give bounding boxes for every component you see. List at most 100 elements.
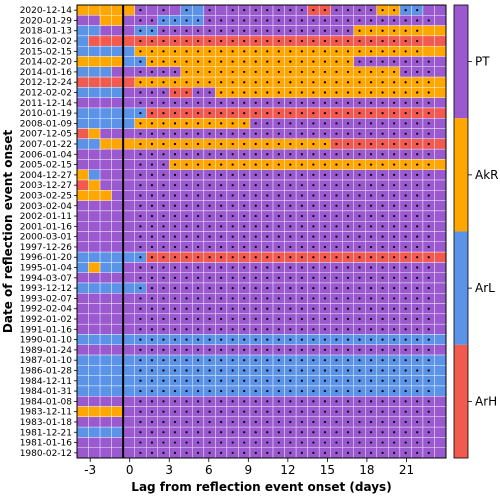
significance-dot xyxy=(231,225,234,228)
significance-dot xyxy=(196,256,200,259)
significance-dot xyxy=(220,214,223,218)
significance-dot xyxy=(312,328,315,331)
significance-dot xyxy=(404,142,407,146)
heatmap-cell xyxy=(99,4,112,16)
significance-dot xyxy=(150,359,154,362)
heatmap-cell xyxy=(88,416,101,428)
heatmap-cell xyxy=(111,25,124,37)
heatmap-cell xyxy=(434,385,447,397)
significance-dot xyxy=(404,276,407,279)
significance-dot xyxy=(346,431,350,434)
significance-dot xyxy=(243,235,246,238)
significance-dot xyxy=(139,204,142,207)
significance-dot xyxy=(254,431,257,434)
significance-dot xyxy=(220,70,223,74)
significance-dot xyxy=(381,225,384,228)
significance-dot xyxy=(404,204,407,207)
heatmap-cell xyxy=(434,25,447,37)
significance-dot xyxy=(277,379,280,382)
significance-dot xyxy=(231,39,234,43)
significance-dot xyxy=(254,81,257,84)
significance-dot xyxy=(289,245,292,249)
significance-dot xyxy=(150,420,154,424)
significance-dot xyxy=(369,451,373,454)
significance-dot xyxy=(381,369,384,372)
significance-dot xyxy=(208,400,211,403)
significance-dot xyxy=(139,214,142,218)
significance-dot xyxy=(266,348,269,351)
heatmap-cell xyxy=(434,293,447,304)
significance-dot xyxy=(243,276,246,279)
significance-dot xyxy=(427,225,430,228)
significance-dot xyxy=(312,431,315,434)
significance-dot xyxy=(220,81,223,84)
significance-dot xyxy=(243,420,246,424)
significance-dot xyxy=(300,307,303,310)
significance-dot xyxy=(277,245,280,249)
significance-dot xyxy=(150,431,154,434)
significance-dot xyxy=(266,441,269,444)
significance-dot xyxy=(300,287,303,290)
significance-dot xyxy=(369,369,373,372)
significance-dot xyxy=(231,266,234,269)
y-tick-label: 2003-02-04 xyxy=(20,202,73,212)
heatmap-cell xyxy=(122,15,135,26)
significance-dot xyxy=(162,400,165,403)
significance-dot xyxy=(277,112,280,115)
significance-dot xyxy=(323,389,327,393)
significance-dot xyxy=(254,101,257,104)
significance-dot xyxy=(416,307,419,310)
significance-dot xyxy=(427,70,430,74)
significance-dot xyxy=(289,451,292,454)
significance-dot xyxy=(208,39,211,43)
significance-dot xyxy=(150,379,154,382)
significance-dot xyxy=(150,19,154,22)
significance-dot xyxy=(173,29,177,32)
significance-dot xyxy=(393,204,396,207)
significance-dot xyxy=(369,39,373,43)
heatmap-cell xyxy=(434,190,447,201)
y-tick-label: 2020-01-29 xyxy=(20,16,73,26)
significance-dot xyxy=(289,389,292,393)
significance-dot xyxy=(335,410,338,413)
significance-dot xyxy=(323,317,327,321)
significance-dot xyxy=(220,441,223,444)
significance-dot xyxy=(150,204,154,207)
significance-dot xyxy=(185,214,188,218)
significance-dot xyxy=(346,50,350,53)
significance-dot xyxy=(254,91,257,94)
heatmap-cell xyxy=(99,344,112,356)
significance-dot xyxy=(358,132,361,135)
significance-dot xyxy=(416,70,419,74)
significance-dot xyxy=(358,60,361,63)
y-tick-label: 2007-01-22 xyxy=(20,140,72,150)
significance-dot xyxy=(289,204,292,207)
significance-dot xyxy=(162,91,165,94)
significance-dot xyxy=(427,245,430,249)
significance-dot xyxy=(427,81,430,84)
heatmap-cell xyxy=(122,220,135,232)
significance-dot xyxy=(358,266,361,269)
heatmap-cell xyxy=(76,159,89,170)
significance-dot xyxy=(404,225,407,228)
significance-dot xyxy=(358,204,361,207)
heatmap-cell xyxy=(122,25,135,37)
significance-dot xyxy=(173,379,177,382)
colorbar-segment xyxy=(454,231,468,345)
significance-dot xyxy=(416,50,419,53)
significance-dot xyxy=(220,410,223,413)
heatmap-cell xyxy=(122,365,135,376)
x-axis-ticks: -3 0 3 6 9 12 15 18 21 xyxy=(84,458,414,477)
significance-dot xyxy=(139,9,142,12)
significance-dot xyxy=(346,307,350,310)
significance-dot xyxy=(254,235,257,238)
heatmap-cell xyxy=(111,118,124,129)
significance-dot xyxy=(254,379,257,382)
heatmap-cell xyxy=(99,262,112,273)
significance-dot xyxy=(335,19,338,22)
significance-dot xyxy=(300,173,303,176)
significance-dot xyxy=(208,328,211,331)
heatmap-cell xyxy=(111,437,124,448)
significance-dot xyxy=(243,91,246,94)
significance-dot xyxy=(369,101,373,104)
